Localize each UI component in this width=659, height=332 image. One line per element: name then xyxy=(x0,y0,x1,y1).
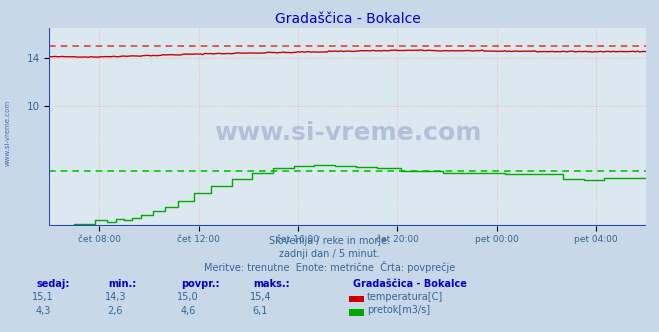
Text: 15,0: 15,0 xyxy=(177,292,198,302)
Text: min.:: min.: xyxy=(109,279,137,289)
Text: Slovenija / reke in morje.: Slovenija / reke in morje. xyxy=(269,236,390,246)
Text: pretok[m3/s]: pretok[m3/s] xyxy=(367,305,430,315)
Text: Meritve: trenutne  Enote: metrične  Črta: povprečje: Meritve: trenutne Enote: metrične Črta: … xyxy=(204,261,455,273)
Text: zadnji dan / 5 minut.: zadnji dan / 5 minut. xyxy=(279,249,380,259)
Text: temperatura[C]: temperatura[C] xyxy=(367,292,444,302)
Text: www.si-vreme.com: www.si-vreme.com xyxy=(5,100,11,166)
Title: Gradaščica - Bokalce: Gradaščica - Bokalce xyxy=(275,12,420,26)
Text: 15,1: 15,1 xyxy=(32,292,53,302)
Text: maks.:: maks.: xyxy=(254,279,291,289)
Text: www.si-vreme.com: www.si-vreme.com xyxy=(214,121,481,145)
Text: 15,4: 15,4 xyxy=(250,292,271,302)
Text: Gradaščica - Bokalce: Gradaščica - Bokalce xyxy=(353,279,467,289)
Text: 4,3: 4,3 xyxy=(35,306,51,316)
Text: sedaj:: sedaj: xyxy=(36,279,70,289)
Text: 4,6: 4,6 xyxy=(180,306,196,316)
Text: 6,1: 6,1 xyxy=(252,306,268,316)
Text: 14,3: 14,3 xyxy=(105,292,126,302)
Text: 2,6: 2,6 xyxy=(107,306,123,316)
Text: povpr.:: povpr.: xyxy=(181,279,219,289)
